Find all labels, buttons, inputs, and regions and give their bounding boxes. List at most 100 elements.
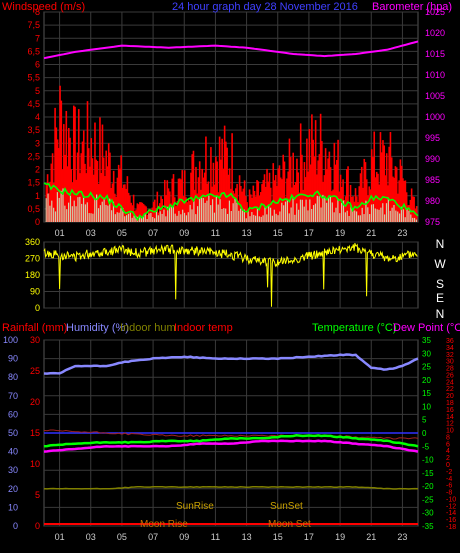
dewpoint-tick-label: 10 [446, 428, 454, 435]
wind-avg-bar [262, 180, 265, 222]
wind-avg-bar [306, 138, 308, 222]
wind-low-bar [260, 216, 262, 222]
wind-avg-bar [268, 172, 271, 222]
wind-low-bar [146, 219, 148, 222]
wind-low-bar [47, 193, 49, 222]
wind-low-bar [67, 202, 70, 222]
windspeed-tick-label: 4 [35, 112, 40, 122]
wind-avg-bar [242, 188, 245, 222]
wind-low-bar [331, 202, 333, 222]
wind-avg-bar [213, 184, 216, 222]
barometer-tick-label: 1005 [425, 91, 445, 101]
wind-avg-bar [222, 168, 225, 222]
wind-low-bar [391, 207, 393, 222]
wind-avg-bar [230, 188, 232, 222]
wind-avg-bar [257, 181, 260, 222]
windspeed-tick-label: 1 [35, 191, 40, 201]
direction-tick-label: 180 [25, 270, 40, 280]
wind-low-bar [161, 213, 163, 222]
wind-avg-bar [129, 195, 131, 222]
wind-avg-bar [261, 184, 263, 222]
wind-avg-bar [382, 140, 384, 222]
wind-low-bar [210, 205, 212, 222]
wind-avg-bar [308, 129, 311, 222]
wind-avg-bar [193, 189, 196, 222]
dewpoint-tick-label: 34 [446, 345, 454, 352]
wind-avg-bar [364, 162, 367, 222]
wind-avg-bar [58, 148, 60, 222]
wind-avg-bar [297, 172, 299, 222]
wind-avg-bar [53, 183, 55, 222]
wind-low-bar [94, 198, 96, 222]
wind-avg-bar [403, 180, 405, 222]
humidity-label: Humidity (%) [66, 322, 129, 334]
dewpoint-tick-label: 24 [446, 379, 454, 386]
dewpoint-tick-label: -2 [446, 469, 452, 476]
barometer-line [43, 40, 419, 60]
humidity-tick-label: 100 [3, 335, 18, 345]
wind-avg-bar [91, 158, 94, 222]
wind-avg-bar [175, 206, 177, 222]
wind-avg-bar [240, 185, 242, 222]
wind-avg-bar [105, 150, 107, 222]
temp-series [43, 353, 419, 525]
wind-avg-bar [360, 166, 363, 222]
wind-low-bar [82, 195, 85, 222]
wind-avg-bar [216, 161, 218, 222]
wind-low-bar [341, 203, 343, 222]
wind-avg-bar [314, 120, 317, 222]
hour-tick-label: 19 [335, 228, 345, 238]
wind-low-bar [84, 204, 87, 222]
humidity-tick-label: 20 [8, 484, 18, 494]
wind-low-bar [288, 213, 290, 222]
wind-low-bar [86, 202, 88, 222]
wind-avg-bar [380, 152, 383, 222]
wind-avg-bar [140, 202, 142, 222]
windspeed-tick-label: 5 [35, 86, 40, 96]
dewpoint-tick-label: -14 [446, 510, 456, 517]
wind-low-bar [269, 207, 272, 222]
wind-avg-bar [192, 150, 195, 222]
barometer-tick-label: 1015 [425, 49, 445, 59]
wind-low-bar [202, 197, 204, 222]
wind-low-bar [264, 207, 266, 222]
wind-avg-bar [397, 193, 399, 222]
wind-low-bar [193, 199, 195, 222]
dewpoint-tick-label: 2 [446, 455, 450, 462]
wind-avg-bar [238, 175, 241, 222]
wind-low-bar [170, 207, 173, 222]
wind-avg-bar [282, 154, 285, 222]
wind-avg-bar [267, 181, 270, 222]
wind-avg-bar [355, 196, 358, 222]
dewpoint-tick-label: 20 [446, 393, 454, 400]
wind-avg-bar [373, 131, 376, 222]
wind-low-bar [234, 198, 236, 222]
wind-avg-bar [124, 184, 126, 222]
wind-avg-bar [210, 147, 212, 222]
wind-low-bar [111, 210, 113, 222]
wind-low-bar [320, 207, 322, 222]
wind-low-bar [290, 207, 292, 222]
wind-avg-bar [71, 182, 74, 222]
wind-low-bar [155, 210, 158, 222]
wind-low-bar [296, 203, 298, 222]
wind-avg-bar [82, 130, 85, 222]
sunset-annotation: SunSet [270, 501, 303, 512]
wind-low-bar [139, 217, 141, 222]
wind-low-bar [372, 204, 375, 222]
hour-tick-label: 17 [304, 228, 314, 238]
wind-avg-bar [363, 158, 366, 222]
wind-avg-bar [299, 123, 302, 222]
windspeed-tick-label: 6 [35, 60, 40, 70]
barometer-axis-ticks: 975 980 985 990 995 1000 1005 1010 1015 1020 1025 [425, 7, 445, 227]
temperature-tick-label: 15 [422, 389, 431, 398]
wind-low-bar [322, 194, 324, 222]
wind-avg-bar [69, 137, 71, 222]
wind-avg-bar [400, 165, 403, 222]
wind-low-bar [348, 215, 350, 222]
barometer-tick-label: 1000 [425, 112, 445, 122]
wind-avg-bar [298, 192, 301, 222]
hour-tick-label: 23 [397, 532, 407, 542]
wind-avg-bar [296, 158, 298, 222]
direction-grid [44, 241, 418, 309]
